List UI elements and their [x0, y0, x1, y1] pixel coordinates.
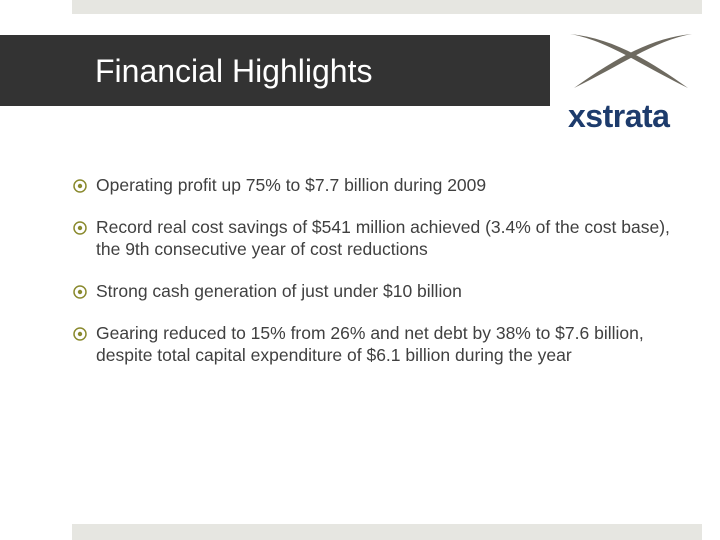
- logo-wordmark: xstrata: [568, 98, 670, 134]
- xstrata-x-mark-icon: [570, 34, 692, 88]
- target-bullet-icon: [73, 179, 87, 193]
- slide-title: Financial Highlights: [95, 53, 373, 89]
- target-bullet-icon: [73, 285, 87, 299]
- bottom-decorative-bar: [72, 524, 702, 540]
- target-bullet-icon: [73, 327, 87, 341]
- bullet-list: Operating profit up 75% to $7.7 billion …: [72, 174, 672, 386]
- xstrata-logo: xstrata: [566, 30, 696, 132]
- bullet-item: Strong cash generation of just under $10…: [72, 280, 672, 302]
- bullet-item: Operating profit up 75% to $7.7 billion …: [72, 174, 672, 196]
- title-band: [0, 35, 550, 106]
- bullet-item: Gearing reduced to 15% from 26% and net …: [72, 322, 672, 366]
- bullet-text: Gearing reduced to 15% from 26% and net …: [96, 323, 644, 365]
- bullet-text: Strong cash generation of just under $10…: [96, 281, 462, 301]
- bullet-text: Record real cost savings of $541 million…: [96, 217, 670, 259]
- bullet-item: Record real cost savings of $541 million…: [72, 216, 672, 260]
- bullet-text: Operating profit up 75% to $7.7 billion …: [96, 175, 487, 195]
- top-decorative-bar: [72, 0, 702, 14]
- target-bullet-icon: [73, 221, 87, 235]
